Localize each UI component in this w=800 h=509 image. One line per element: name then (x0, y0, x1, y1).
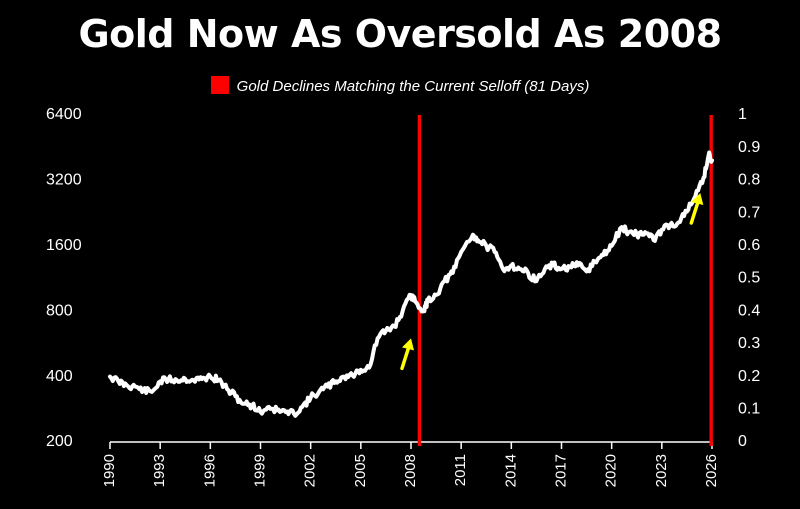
x-tick-label: 1990 (101, 454, 118, 487)
y-right-tick-label: 0.8 (738, 172, 760, 189)
highlight-band (709, 115, 713, 446)
x-tick-label: 1993 (151, 454, 168, 487)
legend-label: Gold Declines Matching the Current Sello… (236, 78, 590, 95)
arrow-annotation-shaft (689, 199, 701, 225)
x-tick-label: 2023 (653, 454, 670, 487)
arrow-annotation-head (691, 192, 704, 205)
arrow-annotation-shaft (400, 344, 411, 371)
y-right-tick-label: 0.1 (738, 401, 760, 418)
y-right-tick-label: 0.4 (738, 302, 760, 319)
y-left-tick-label: 800 (46, 302, 73, 319)
y-right-tick-label: 0.3 (738, 335, 760, 352)
y-right-tick-label: 1 (738, 106, 747, 123)
y-left-tick-label: 3200 (46, 172, 82, 189)
x-tick-label: 2002 (302, 454, 319, 487)
y-right-tick-label: 0 (738, 433, 747, 450)
gold-price-line (108, 150, 714, 418)
y-right-tick-label: 0.2 (738, 368, 760, 385)
y-left-tick-label: 6400 (46, 106, 82, 123)
y-right-tick-label: 0.5 (738, 270, 760, 287)
y-left-tick-label: 200 (46, 433, 73, 450)
x-tick-label: 2008 (402, 454, 419, 487)
x-tick-label: 1999 (251, 454, 268, 487)
x-tick-label: 2014 (502, 454, 519, 487)
x-tick-label: 2017 (552, 454, 569, 487)
x-tick-label: 1996 (201, 454, 218, 487)
y-right-tick-label: 0.7 (738, 204, 760, 221)
y-right-tick-label: 0.6 (738, 237, 760, 254)
chart-title: Gold Now As Oversold As 2008 (78, 12, 722, 56)
arrow-annotation-head (402, 338, 414, 351)
legend-swatch (210, 76, 229, 94)
y-left-tick-label: 1600 (46, 237, 82, 254)
x-tick-label: 2026 (703, 454, 720, 487)
y-left-tick-label: 400 (46, 368, 73, 385)
y-right-tick-label: 0.9 (738, 139, 760, 156)
x-tick-label: 2005 (352, 454, 369, 487)
highlight-band (417, 115, 422, 446)
legend: Gold Declines Matching the Current Sello… (0, 76, 800, 95)
x-tick-label: 2020 (603, 454, 620, 487)
x-tick-label: 2011 (452, 454, 469, 486)
